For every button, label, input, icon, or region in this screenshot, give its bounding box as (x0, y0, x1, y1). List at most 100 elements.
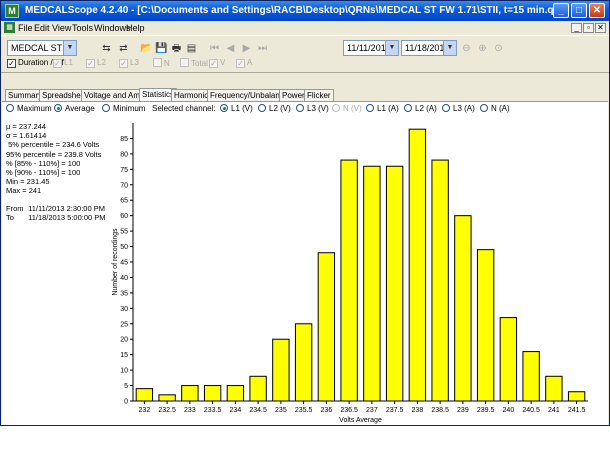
check-icon: ✓ (209, 59, 218, 68)
close-button[interactable]: ✕ (589, 3, 605, 18)
bar-237 (363, 165, 381, 402)
document-icon[interactable]: ▦ (4, 22, 15, 33)
v-checkbox[interactable]: ✓ V (209, 58, 225, 68)
options-row: Maximum Average Minimum Selected channel… (2, 104, 608, 116)
x-tick-label: 236 (321, 407, 333, 414)
connect-device-icon[interactable]: ⇆ (102, 43, 111, 54)
end-date-picker[interactable]: 11/18/2013 ▼ (401, 40, 457, 56)
y-tick-label: 45 (120, 260, 128, 267)
mdi-minimize-button[interactable]: _ (571, 23, 582, 33)
x-tick-label: 241.5 (568, 407, 586, 414)
channel-l3-v-radio[interactable]: L3 (V) (296, 104, 329, 113)
bar-236.5 (340, 159, 358, 402)
chevron-down-icon[interactable]: ▼ (385, 41, 398, 55)
channel-l1-v-label: L1 (V) (231, 104, 253, 113)
start-date-value: 11/11/2013 (347, 43, 391, 53)
x-tick-label: 238.5 (431, 407, 449, 414)
menu-view[interactable]: View (52, 23, 72, 33)
a-label: A (247, 58, 253, 67)
check-icon: ✓ (119, 59, 128, 68)
medcal-app-icon: M (5, 4, 19, 18)
stat-mean: μ = 237.244 (6, 122, 46, 131)
x-axis-title: Volts Average (339, 417, 382, 424)
print-icon[interactable]: 🖶 (171, 43, 182, 54)
stat-range-85-110: % [85% - 110%] = 100 (6, 158, 81, 168)
x-tick-label: 235.5 (295, 407, 313, 414)
stat-max: Max = 241 (6, 186, 42, 196)
l1-checkbox[interactable]: ✓ L1 (53, 58, 73, 68)
total-checkbox[interactable]: Total (180, 58, 208, 68)
x-tick-label: 235 (275, 407, 287, 414)
x-tick-label: 241 (548, 407, 560, 414)
menu-file[interactable]: File (18, 23, 33, 33)
channel-l2-a-radio[interactable]: L2 (A) (404, 104, 437, 113)
start-date-picker[interactable]: 11/11/2013 ▼ (343, 40, 399, 56)
x-tick-label: 237 (366, 407, 378, 414)
y-tick-label: 50 (120, 244, 128, 251)
device-select[interactable]: MEDCAL STII ▼ (7, 40, 77, 56)
n-checkbox[interactable]: N (153, 58, 170, 68)
chevron-down-icon[interactable]: ▼ (443, 41, 456, 55)
l2-checkbox[interactable]: ✓ L2 (86, 58, 106, 68)
from-label: From (6, 203, 24, 213)
channel-l2-v-radio[interactable]: L2 (V) (258, 104, 291, 113)
y-tick-label: 15 (120, 352, 128, 359)
channel-l3-a-radio[interactable]: L3 (A) (442, 104, 475, 113)
radio-icon (6, 104, 14, 112)
menu-tools[interactable]: Tools (72, 23, 94, 33)
v-label: V (220, 58, 226, 67)
mode-maximum-radio[interactable]: Maximum (6, 104, 52, 113)
y-tick-label: 20 (120, 337, 128, 344)
stat-range-90-110: % [90% - 110%] = 100 (6, 168, 81, 178)
to-label: To (6, 212, 14, 222)
previous-record-icon[interactable]: ◀ (226, 43, 235, 54)
x-tick-label: 233.5 (204, 407, 222, 414)
stat-std-dev: σ = 1.61414 (6, 131, 47, 141)
disconnect-device-icon[interactable]: ⇄ (119, 43, 128, 54)
save-icon[interactable]: 💾 (155, 43, 168, 54)
l3-checkbox[interactable]: ✓ L3 (119, 58, 139, 68)
a-checkbox[interactable]: ✓ A (236, 58, 252, 68)
next-record-icon[interactable]: ▶ (242, 43, 251, 54)
open-folder-icon[interactable]: 📂 (140, 43, 153, 54)
mdi-close-button[interactable]: ✕ (595, 23, 606, 33)
stat-min: Min = 231.45 (6, 177, 50, 187)
toolbar: MEDCAL STII ▼ ⇆ ⇄ 📂 💾 🖶 ▤ ⏮ ◀ ▶ ⏭ 11/11/… (1, 35, 609, 73)
chevron-down-icon[interactable]: ▼ (63, 41, 76, 55)
mode-minimum-radio[interactable]: Minimum (102, 104, 145, 113)
channel-n-a-radio[interactable]: N (A) (480, 104, 510, 113)
stat-95th-percentile: 95% percentile = 239.8 Volts (6, 149, 102, 159)
first-record-icon[interactable]: ⏮ (210, 43, 219, 54)
bar-237.5 (385, 165, 404, 402)
bar-241 (545, 375, 563, 402)
zoom-fit-icon[interactable]: ⊙ (494, 43, 503, 54)
maximize-button[interactable]: □ (571, 3, 587, 18)
channel-l1-a-radio[interactable]: L1 (A) (366, 104, 399, 113)
mode-minimum-label: Minimum (113, 104, 146, 113)
channel-l1-v-radio[interactable]: L1 (V) (220, 104, 253, 113)
bar-239 (454, 215, 472, 402)
selected-channel-text: Selected channel: (152, 104, 216, 113)
duration-checkbox[interactable]: ✓ Duration / Inf (7, 58, 64, 68)
mdi-restore-button[interactable]: ▫ (583, 23, 594, 33)
zoom-in-icon[interactable]: ⊕ (478, 43, 487, 54)
zoom-out-icon[interactable]: ⊖ (462, 43, 471, 54)
report-icon[interactable]: ▤ (186, 43, 197, 54)
menu-edit[interactable]: Edit (34, 23, 50, 33)
title-bar[interactable]: M MEDCALScope 4.2.40 - [C:\Documents and… (1, 1, 609, 21)
tab-flicker[interactable]: Flicker (304, 89, 334, 101)
minimize-button[interactable]: _ (553, 3, 569, 18)
channel-l3-v-label: L3 (V) (307, 104, 329, 113)
menu-help[interactable]: Help (126, 23, 145, 33)
radio-selected-icon (54, 104, 62, 112)
menu-windows[interactable]: Windows (94, 23, 131, 33)
channel-n-v-radio[interactable]: N (V) (332, 104, 362, 113)
duration-label: Duration / Inf (18, 58, 64, 67)
last-record-icon[interactable]: ⏭ (258, 43, 267, 54)
radio-icon (332, 104, 340, 112)
y-tick-label: 25 (120, 321, 128, 328)
channel-n-v-label: N (V) (343, 104, 362, 113)
bar-238 (408, 128, 427, 402)
mode-average-radio[interactable]: Average (54, 104, 95, 113)
channel-l2-a-label: L2 (A) (415, 104, 437, 113)
